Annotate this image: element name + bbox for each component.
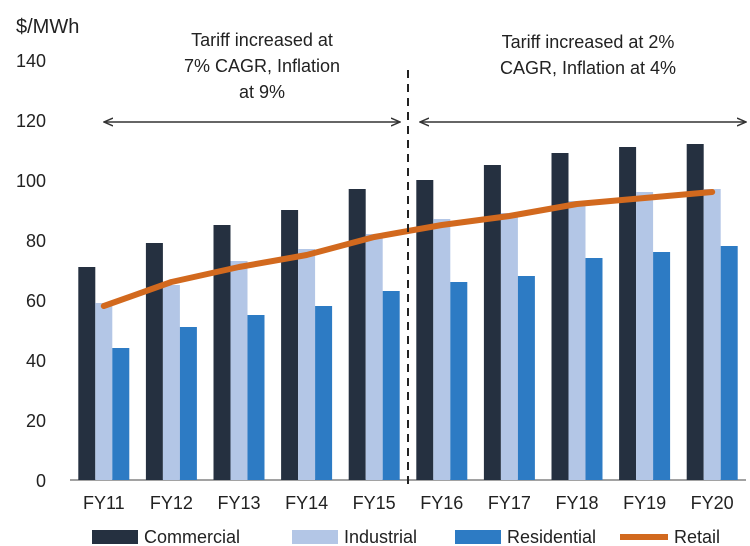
bar-residential <box>247 315 265 480</box>
y-tick-label: 120 <box>16 111 46 131</box>
legend-swatch-residential <box>455 530 501 544</box>
y-axis-label: $/MWh <box>16 16 79 38</box>
bar-residential <box>179 327 197 480</box>
x-tick-label: FY19 <box>623 493 666 513</box>
bar-commercial <box>348 189 366 480</box>
legend-label-industrial: Industrial <box>344 527 417 546</box>
bar-residential <box>382 291 400 480</box>
x-tick-label: FY16 <box>420 493 463 513</box>
x-tick-label: FY14 <box>285 493 328 513</box>
bar-industrial <box>636 192 654 480</box>
annotation-text: Tariff increased at <box>191 30 333 50</box>
y-tick-label: 80 <box>26 231 46 251</box>
legend-swatch-industrial <box>292 530 338 544</box>
x-tick-label: FY12 <box>150 493 193 513</box>
bar-industrial <box>95 303 113 480</box>
bar-commercial <box>686 144 704 480</box>
bar-commercial <box>213 225 231 480</box>
x-tick-label: FY18 <box>555 493 598 513</box>
bar-commercial <box>551 153 569 480</box>
bar-residential <box>315 306 333 480</box>
legend-label-residential: Residential <box>507 527 596 546</box>
x-tick-label: FY11 <box>83 493 125 513</box>
y-tick-label: 100 <box>16 171 46 191</box>
y-tick-label: 0 <box>36 471 46 491</box>
bar-commercial <box>78 267 96 480</box>
bar-residential <box>585 258 603 480</box>
legend-label-commercial: Commercial <box>144 527 240 546</box>
bar-industrial <box>500 213 518 480</box>
bar-residential <box>517 276 535 480</box>
bar-commercial <box>416 180 434 480</box>
y-tick-label: 140 <box>16 51 46 71</box>
x-tick-label: FY20 <box>691 493 734 513</box>
annotation-text: Tariff increased at 2% <box>502 32 675 52</box>
bar-commercial <box>145 243 163 480</box>
bar-industrial <box>365 234 383 480</box>
annotation-text: at 9% <box>239 82 285 102</box>
bar-industrial <box>703 189 721 480</box>
y-tick-label: 40 <box>26 351 46 371</box>
x-tick-label: FY17 <box>488 493 531 513</box>
legend-label-retail: Retail <box>674 527 720 546</box>
bar-industrial <box>568 201 586 480</box>
bar-residential <box>720 246 738 480</box>
bar-industrial <box>433 219 451 480</box>
bar-commercial <box>619 147 637 480</box>
annotation-text: 7% CAGR, Inflation <box>184 56 340 76</box>
bar-commercial <box>483 165 501 480</box>
y-tick-label: 60 <box>26 291 46 311</box>
y-tick-label: 20 <box>26 411 46 431</box>
bar-residential <box>653 252 671 480</box>
bar-residential <box>112 348 130 480</box>
bar-commercial <box>281 210 299 480</box>
bar-industrial <box>230 261 248 480</box>
x-tick-label: FY13 <box>217 493 260 513</box>
bar-industrial <box>298 249 316 480</box>
bar-industrial <box>162 285 180 480</box>
legend-swatch-commercial <box>92 530 138 544</box>
x-tick-label: FY15 <box>353 493 396 513</box>
annotation-text: CAGR, Inflation at 4% <box>500 58 676 78</box>
bar-residential <box>450 282 468 480</box>
